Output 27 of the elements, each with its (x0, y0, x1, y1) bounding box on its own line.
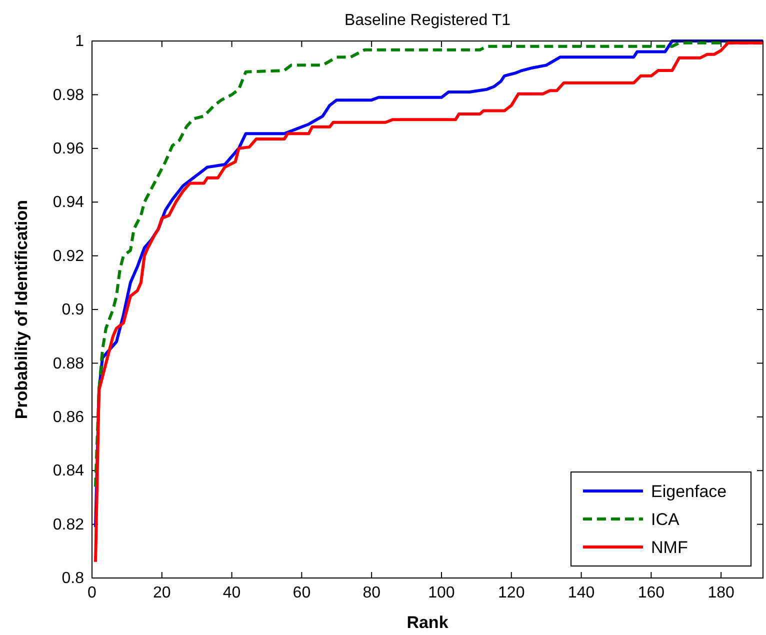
x-tick-label: 180 (708, 584, 735, 602)
legend-label: NMF (651, 538, 688, 557)
y-tick-label: 0.94 (52, 194, 84, 212)
legend-label: Eigenface (651, 482, 727, 501)
x-tick-label: 120 (498, 584, 525, 602)
y-tick-label: 0.92 (52, 248, 84, 265)
x-tick-label: 100 (428, 584, 455, 602)
x-tick-label: 140 (568, 584, 595, 602)
y-axis-title: Probability of Identification (12, 200, 31, 420)
x-tick-label: 20 (152, 584, 171, 602)
y-tick-label: 0.84 (52, 462, 84, 480)
y-tick-label: 0.96 (52, 140, 84, 158)
y-tick-label: 0.82 (52, 516, 84, 534)
y-tick-label: 0.88 (52, 355, 84, 372)
x-tick-label: 80 (362, 584, 381, 602)
x-tick-label: 40 (222, 584, 241, 602)
chart-title: Baseline Registered T1 (344, 12, 511, 29)
y-tick-label: 0.98 (52, 86, 84, 104)
y-tick-label: 0.9 (62, 302, 84, 319)
y-tick-label: 0.8 (62, 570, 84, 588)
x-axis-title: Rank (406, 613, 449, 632)
legend-label: ICA (651, 510, 680, 529)
y-tick-label: 1 (75, 33, 84, 50)
x-tick-label: 60 (292, 584, 311, 602)
x-tick-label: 160 (638, 584, 665, 602)
x-tick-label: 0 (88, 584, 97, 602)
y-tick-label: 0.86 (52, 409, 84, 426)
